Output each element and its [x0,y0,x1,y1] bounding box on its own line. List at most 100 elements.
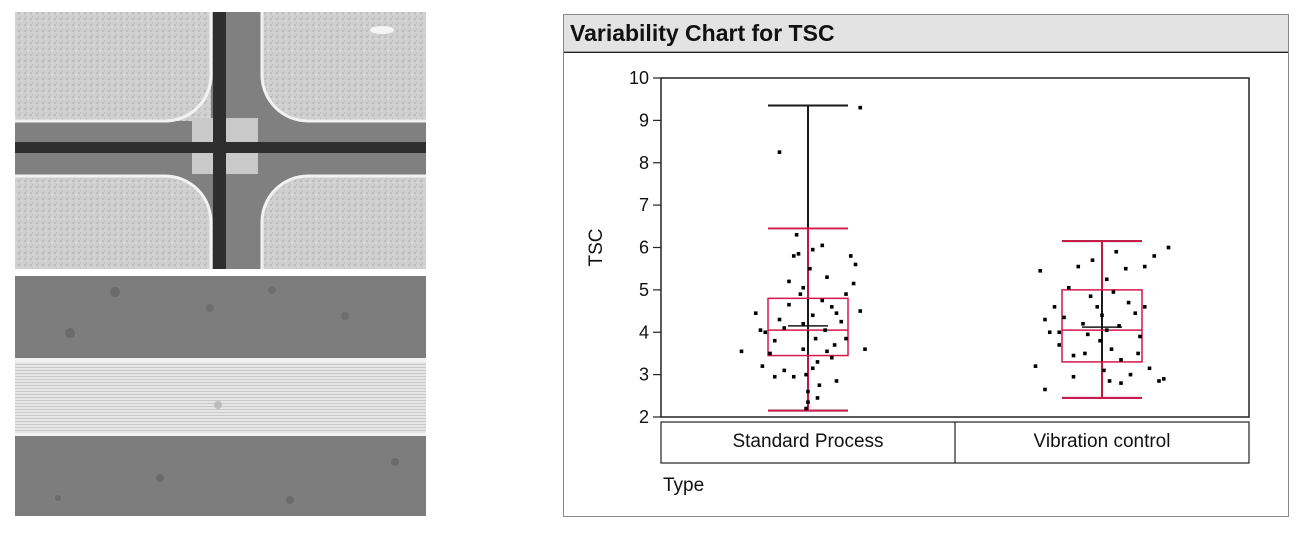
data-point [1128,372,1133,377]
panel-title[interactable]: Variability Chart for TSC [564,15,1288,52]
data-point [825,275,829,279]
variability-chart-panel: Variability Chart for TSC 2 3 4 5 6 7 8 9 10 TSC S… [563,14,1289,517]
category-label: Vibration control [1034,431,1171,452]
data-point [787,279,791,284]
y-tick-label: 6 [639,238,649,258]
data-point [1104,277,1109,282]
data-point [772,338,777,343]
data-point [1109,347,1114,351]
data-point [1136,351,1140,356]
data-point [844,292,848,296]
y-tick-label: 10 [629,68,649,88]
data-point [1117,324,1121,328]
data-point [815,360,820,364]
y-tick-label: 2 [639,407,649,427]
data-point [1033,364,1038,368]
data-point [1043,387,1047,392]
y-tick-label: 9 [639,110,649,130]
y-tick-label: 5 [639,280,649,300]
data-point [804,372,808,377]
data-point [782,326,787,330]
data-point [823,328,827,332]
data-point [1095,305,1100,309]
data-point [1047,330,1052,335]
data-point [1152,254,1157,258]
data-point [739,349,744,354]
data-point [772,374,777,379]
data-point [787,302,791,307]
variability-chart: 2 3 4 5 6 7 8 9 10 TSC Standard Process Vibration c… [586,68,1250,496]
data-point [858,309,863,313]
data-point [760,364,765,368]
y-tick-label: 4 [639,322,649,342]
data-point [1052,305,1057,309]
data-point [801,285,806,290]
y-tick-label: 8 [639,153,649,173]
data-point [1062,315,1066,320]
data-point [763,330,768,335]
data-point [834,379,839,383]
data-point [758,328,763,332]
data-point [782,368,787,373]
data-point [753,311,758,315]
data-point [1142,264,1147,269]
data-point [817,383,822,388]
data-point [777,150,782,154]
data-point [1111,290,1116,294]
data-point [844,336,848,341]
data-point [1057,330,1062,335]
data-point [820,298,825,303]
data-point [1085,332,1090,337]
data-point [806,400,810,404]
data-point [863,347,867,351]
data-point [815,396,820,400]
box [767,297,849,357]
data-point [1107,379,1112,383]
box [1061,289,1143,363]
data-point [853,262,858,267]
data-point [1166,245,1171,250]
x-axis-label: Type [663,475,704,496]
data-point [801,347,806,351]
data-point [1098,338,1102,343]
data-point [1142,305,1147,309]
data-point [848,254,853,258]
data-point [1081,321,1085,326]
data-point [1043,317,1047,322]
data-point [768,351,772,356]
data-point [832,343,837,347]
data-point [1157,379,1161,383]
data-point [813,336,818,341]
data-point [810,313,815,318]
bottom-micrograph [15,276,426,516]
data-point [1057,343,1062,347]
data-point [804,406,808,411]
data-point [1114,249,1119,254]
data-point [829,355,834,360]
data-point [1138,334,1142,339]
data-point [1119,381,1123,385]
data-point [1126,300,1131,305]
data-point [1090,258,1095,263]
data-point [810,366,815,371]
y-tick-label: 3 [639,365,649,385]
data-point [1076,264,1081,269]
chart-body: 2 3 4 5 6 7 8 9 10 TSC Standard Process Vibration c… [564,52,1288,516]
data-point [858,105,863,110]
plot-frame [660,77,1250,418]
data-point [1071,353,1076,358]
y-axis-label: TSC [586,229,607,267]
data-point [806,389,810,394]
y-tick-label: 7 [639,195,649,215]
data-point [1119,357,1123,362]
data-point [794,232,799,237]
data-point [1123,266,1128,271]
data-point [820,243,825,248]
data-point [810,247,815,252]
category-label: Standard Process [732,431,883,452]
data-point [1038,269,1043,273]
data-point [791,254,796,258]
data-point [1104,328,1109,332]
data-point [1088,294,1093,299]
data-point [1066,285,1071,290]
